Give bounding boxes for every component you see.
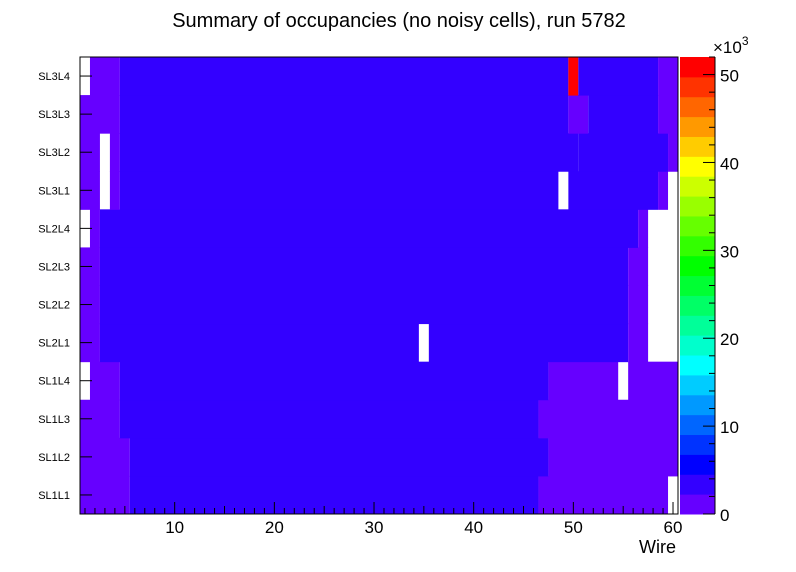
heatmap-cell xyxy=(119,57,569,96)
heatmap-cell xyxy=(668,133,678,172)
chart-title: Summary of occupancies (no noisy cells),… xyxy=(172,10,626,32)
color-scale-band xyxy=(680,494,715,515)
x-tick-label: 60 xyxy=(664,518,683,537)
x-tick-label: 10 xyxy=(165,518,184,537)
y-axis: SL1L1 SL1L2 SL1L3 SL1L4 SL2L1 SL2L2 SL2L3 SL2L4… xyxy=(38,71,92,502)
y-tick-label: SL2L2 xyxy=(38,300,70,312)
heatmap-cell xyxy=(578,133,669,172)
y-tick-label: SL3L1 xyxy=(38,185,70,197)
y-tick-label: SL2L1 xyxy=(38,338,70,350)
heatmap-cell xyxy=(109,171,120,210)
x-axis: 10 20 30 40 50 60 xyxy=(84,502,683,537)
heatmap-cell xyxy=(568,95,589,134)
heatmap-cell xyxy=(568,171,659,210)
color-scale-band xyxy=(680,176,715,197)
heatmap-cell xyxy=(658,171,669,210)
color-scale: 0 10 20 30 40 50 xyxy=(680,56,739,525)
heatmap-cell xyxy=(89,57,120,96)
x-axis-label: Wire xyxy=(639,537,676,557)
heatmap-cell xyxy=(89,209,100,248)
heatmap-cell xyxy=(638,209,649,248)
heatmap-cell xyxy=(628,323,649,363)
y-tick-label: SL1L1 xyxy=(38,490,70,502)
x-tick-label: 30 xyxy=(365,518,384,537)
heatmap-cell xyxy=(99,285,629,325)
y-tick-label: SL1L2 xyxy=(38,452,70,464)
z-tick-label: 50 xyxy=(720,67,739,86)
y-tick-label: SL1L3 xyxy=(38,414,70,426)
y-tick-label: SL3L2 xyxy=(38,147,70,159)
color-scale-band xyxy=(680,96,715,118)
heatmap-cell xyxy=(99,247,629,286)
heatmap-cell xyxy=(119,399,539,439)
heatmap-cell xyxy=(628,247,649,286)
x-tick-label: 40 xyxy=(464,518,483,537)
color-scale-band xyxy=(680,116,715,137)
heatmap-cell xyxy=(119,133,579,172)
heatmap-cell xyxy=(538,399,678,439)
heatmap-cell xyxy=(628,285,649,325)
x-tick-label: 20 xyxy=(265,518,284,537)
heatmap-cell xyxy=(568,57,579,96)
x-tick-label: 50 xyxy=(564,518,583,537)
color-scale-band xyxy=(680,156,715,177)
heatmap-cell xyxy=(89,361,120,401)
color-scale-band xyxy=(680,315,715,336)
heatmap-cell xyxy=(99,323,419,363)
z-exponent-base: ×10 xyxy=(713,38,742,57)
y-tick-label: SL3L3 xyxy=(38,109,70,121)
z-tick-label: 40 xyxy=(720,154,739,173)
color-scale-band xyxy=(680,76,715,98)
color-scale-band xyxy=(680,275,715,296)
heatmap-cell xyxy=(109,133,120,172)
z-tick-label: 20 xyxy=(720,330,739,349)
heatmap-cell xyxy=(578,57,659,96)
y-tick-label: SL1L4 xyxy=(38,376,70,388)
z-exponent-label: ×103 xyxy=(713,34,749,57)
heatmap-cell xyxy=(119,171,559,210)
color-scale-band xyxy=(680,295,715,316)
color-scale-band xyxy=(680,394,715,416)
color-scale-band xyxy=(680,434,715,455)
color-scale-band xyxy=(680,196,715,217)
heatmap-cell xyxy=(548,437,678,477)
heatmap-cell xyxy=(628,361,678,401)
color-scale-band xyxy=(680,454,715,475)
color-scale-band xyxy=(680,374,715,396)
heatmap-cell xyxy=(588,95,659,134)
heatmap-cell xyxy=(428,323,629,363)
z-tick-label: 0 xyxy=(720,506,729,525)
color-scale-band xyxy=(680,235,715,257)
y-tick-label: SL2L4 xyxy=(38,223,70,235)
plot-frame xyxy=(79,56,679,515)
plot-area xyxy=(80,57,678,515)
color-scale-band xyxy=(680,335,715,356)
color-scale-band xyxy=(680,255,715,277)
color-scale-band xyxy=(680,136,715,157)
z-exponent-power: 3 xyxy=(742,34,749,48)
heatmap-cell xyxy=(119,95,569,134)
z-tick-label: 10 xyxy=(720,418,739,437)
heatmap-cell xyxy=(129,437,549,477)
y-tick-label: SL3L4 xyxy=(38,71,70,83)
color-scale-band xyxy=(680,474,715,495)
heatmap-cell xyxy=(658,95,678,134)
heatmap-cell xyxy=(99,209,639,248)
color-scale-band xyxy=(680,355,715,376)
heatmap-cell xyxy=(658,57,678,96)
z-tick-label: 30 xyxy=(720,242,739,261)
heatmap-cell xyxy=(119,361,549,401)
color-scale-band xyxy=(680,414,715,436)
heatmap-cell xyxy=(548,361,619,401)
color-scale-band xyxy=(680,57,715,78)
y-tick-label: SL2L3 xyxy=(38,261,70,273)
color-scale-band xyxy=(680,215,715,237)
